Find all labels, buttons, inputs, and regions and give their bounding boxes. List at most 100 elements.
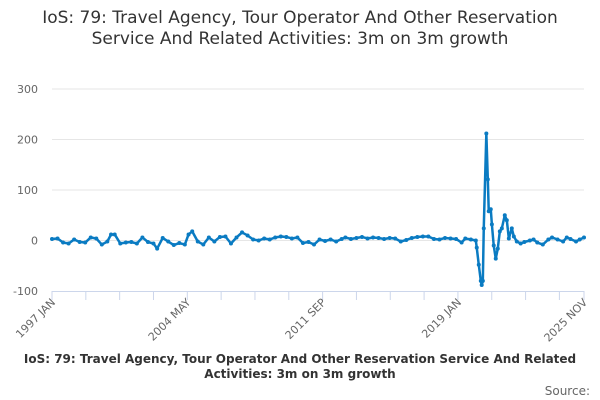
data-point	[166, 239, 171, 244]
data-point	[155, 246, 160, 251]
data-point	[328, 237, 333, 242]
data-point	[284, 234, 289, 239]
x-tick-label: 2019 JAN	[419, 296, 464, 341]
chart-caption: IoS: 79: Travel Agency, Tour Operator An…	[23, 352, 577, 381]
data-point	[339, 236, 344, 241]
data-point	[359, 234, 364, 239]
data-point	[443, 235, 448, 240]
series-line	[51, 132, 585, 287]
data-point	[323, 239, 328, 244]
data-point	[484, 131, 489, 136]
data-point	[160, 235, 165, 240]
data-point	[479, 282, 484, 287]
x-tick-label: 2004 MAY	[146, 296, 194, 344]
data-point	[365, 236, 370, 241]
data-point	[251, 237, 256, 242]
data-point	[354, 235, 359, 240]
data-point	[582, 235, 586, 240]
data-point	[568, 236, 573, 241]
data-point	[488, 207, 493, 212]
data-point	[577, 237, 582, 242]
data-point	[489, 222, 494, 227]
data-point	[404, 237, 409, 242]
data-point	[409, 235, 414, 240]
data-point	[171, 243, 176, 248]
data-point	[463, 236, 468, 241]
data-point	[476, 262, 481, 267]
line-chart: -100 0 100 200 300 1997 JAN 2004 MAY 2011 SEP 20…	[13, 83, 591, 345]
data-point	[109, 232, 114, 237]
data-point	[312, 242, 317, 247]
data-point	[393, 236, 398, 241]
data-point	[66, 241, 71, 246]
data-point	[334, 239, 339, 244]
data-point	[420, 234, 425, 239]
data-point	[491, 243, 496, 248]
data-point	[112, 232, 117, 237]
y-tick-label: -100	[13, 285, 38, 298]
data-point	[190, 229, 195, 234]
data-point	[502, 213, 507, 218]
data-point	[514, 239, 519, 244]
data-point	[182, 242, 187, 247]
data-point	[473, 238, 478, 243]
data-point	[177, 241, 182, 246]
data-point	[300, 241, 305, 246]
x-tick-label: 2025 NOV	[542, 296, 591, 345]
data-point	[506, 236, 511, 241]
data-point	[83, 240, 88, 245]
data-point	[527, 238, 532, 243]
data-point	[145, 240, 150, 245]
data-point	[511, 234, 516, 239]
data-point	[77, 240, 82, 245]
data-point	[485, 177, 490, 182]
data-point	[123, 240, 128, 245]
data-point	[564, 235, 569, 240]
data-point	[415, 234, 420, 239]
data-point	[431, 236, 436, 241]
y-tick-label: 200	[17, 134, 38, 147]
data-point	[306, 240, 311, 245]
data-point	[55, 236, 60, 241]
data-point	[186, 232, 191, 237]
data-point	[468, 237, 473, 242]
data-point	[234, 235, 239, 240]
data-point	[256, 238, 261, 243]
data-point	[105, 239, 110, 244]
data-point	[382, 236, 387, 241]
data-point	[195, 239, 200, 244]
data-point	[317, 237, 322, 242]
data-point	[426, 234, 431, 239]
y-tick-label: 0	[31, 235, 38, 248]
data-point	[448, 236, 453, 241]
chart-title: IoS: 79: Travel Agency, Tour Operator An…	[42, 8, 558, 49]
data-point	[273, 235, 278, 240]
data-point	[245, 233, 250, 238]
data-point	[574, 239, 579, 244]
data-point	[94, 236, 99, 241]
data-point	[459, 240, 464, 245]
data-point	[550, 235, 555, 240]
data-point	[240, 230, 245, 235]
data-point	[217, 234, 222, 239]
data-point	[134, 241, 139, 246]
data-point	[540, 242, 545, 247]
data-point	[454, 236, 459, 241]
x-tick-label: 1997 JAN	[13, 296, 58, 341]
source-label: Source:	[544, 384, 590, 398]
data-point	[480, 278, 485, 283]
data-point	[495, 246, 500, 251]
data-point	[61, 240, 66, 245]
y-tick-label: 100	[17, 184, 38, 197]
data-point	[223, 234, 228, 239]
data-point	[535, 240, 540, 245]
data-point	[201, 242, 206, 247]
data-point	[437, 237, 442, 242]
data-point	[228, 241, 233, 246]
data-point	[118, 241, 123, 246]
data-point	[546, 237, 551, 242]
data-point	[481, 226, 486, 231]
data-point	[88, 235, 93, 240]
data-point	[555, 237, 560, 242]
data-point	[72, 237, 77, 242]
